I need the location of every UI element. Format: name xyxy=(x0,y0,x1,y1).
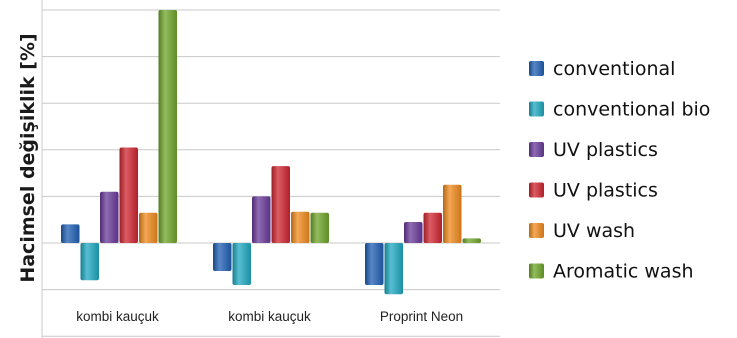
bars xyxy=(61,10,481,295)
y-axis-label: Hacimsel değişiklik [%] xyxy=(17,33,39,282)
legend-label: UV plastics xyxy=(553,139,658,161)
legend-swatch xyxy=(529,223,544,238)
bar xyxy=(119,147,138,243)
legend-label: Aromatic wash xyxy=(553,261,694,283)
legend-label: UV wash xyxy=(553,220,635,242)
x-tick-label: kombi kauçuk xyxy=(76,309,159,324)
gridlines xyxy=(41,0,500,338)
bar xyxy=(443,184,462,243)
bar xyxy=(61,224,80,243)
bar xyxy=(232,243,251,285)
bar xyxy=(310,212,329,243)
bar xyxy=(100,191,119,243)
x-tick-labels: kombi kauçuk kombi kauçuk Proprint Neon xyxy=(76,309,463,324)
bar xyxy=(404,222,423,243)
bar xyxy=(271,166,290,243)
bar xyxy=(139,212,158,243)
bar xyxy=(158,10,177,243)
bar xyxy=(80,243,99,281)
legend: conventional conventional bio UV plastics U… xyxy=(529,58,710,283)
bar xyxy=(423,212,442,243)
bar xyxy=(291,211,310,243)
bar xyxy=(252,196,271,243)
legend-swatch xyxy=(529,101,544,117)
legend-swatch xyxy=(529,61,544,76)
legend-label: UV plastics xyxy=(553,180,658,202)
legend-label: conventional xyxy=(553,58,675,80)
x-tick-label: Proprint Neon xyxy=(380,309,463,324)
legend-label: conventional bio xyxy=(553,99,710,121)
bar xyxy=(462,238,481,243)
legend-swatch xyxy=(529,263,544,279)
legend-swatch xyxy=(529,142,544,157)
bar xyxy=(213,243,232,271)
bar xyxy=(384,243,403,295)
bar xyxy=(365,243,384,285)
x-tick-label: kombi kauçuk xyxy=(228,309,311,324)
legend-swatch xyxy=(529,182,544,198)
